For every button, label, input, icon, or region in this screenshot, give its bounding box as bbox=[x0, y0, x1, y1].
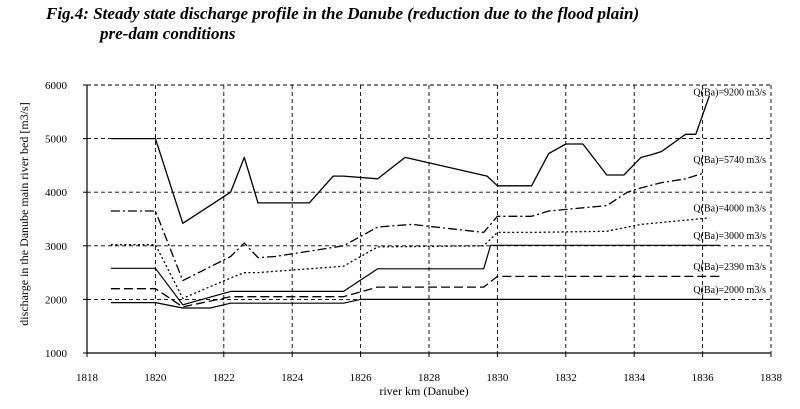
figure-title: Fig.4: Steady state discharge profile in… bbox=[46, 4, 786, 44]
series-line-2 bbox=[110, 217, 710, 299]
x-axis-label: river km (Danube) bbox=[379, 384, 468, 398]
y-tick-label: 3000 bbox=[45, 241, 68, 253]
x-tick-label: 1822 bbox=[213, 372, 235, 384]
x-tick-label: 1830 bbox=[486, 372, 509, 384]
y-tick-label: 2000 bbox=[45, 294, 68, 306]
x-tick-label: 1826 bbox=[350, 372, 373, 384]
series-label: Q(Ba)=5740 m3/s bbox=[693, 155, 766, 166]
series-label: Q(Ba)=2000 m3/s bbox=[693, 285, 766, 296]
series-label: Q(Ba)=9200 m3/s bbox=[693, 88, 766, 99]
y-tick-label: 5000 bbox=[45, 134, 68, 146]
x-tick-label: 1820 bbox=[144, 372, 167, 384]
series-label: Q(Ba)=2390 m3/s bbox=[693, 262, 766, 273]
series-line-5 bbox=[110, 298, 720, 309]
x-tick-label: 1818 bbox=[76, 372, 99, 384]
y-axis-label: discharge in the Danube main river bed [… bbox=[17, 102, 31, 325]
series-line-3 bbox=[110, 244, 720, 306]
axes bbox=[83, 84, 772, 357]
series-label: Q(Ba)=3000 m3/s bbox=[693, 231, 766, 242]
tick-and-series-labels: 1818 1820 1822 1824 1826 1828 1830 1832 1834 1836… bbox=[17, 80, 783, 398]
y-tick-label: 6000 bbox=[45, 80, 68, 92]
x-tick-label: 1838 bbox=[760, 372, 783, 384]
x-tick-label: 1832 bbox=[555, 372, 577, 384]
x-tick-label: 1834 bbox=[623, 372, 646, 384]
y-tick-label: 4000 bbox=[45, 187, 68, 199]
y-tick-label: 1000 bbox=[45, 348, 68, 360]
x-tick-label: 1836 bbox=[692, 372, 715, 384]
series-label: Q(Ba)=4000 m3/s bbox=[693, 203, 766, 214]
series-line-4 bbox=[110, 275, 720, 308]
series-lines bbox=[110, 95, 720, 309]
x-tick-label: 1828 bbox=[418, 372, 441, 384]
series-line-0 bbox=[110, 95, 711, 224]
figure-title-line-1: Fig.4: Steady state discharge profile in… bbox=[46, 4, 640, 23]
figure-title-line-2: pre-dam conditions bbox=[100, 24, 236, 43]
x-tick-label: 1824 bbox=[281, 372, 304, 384]
series-line-1 bbox=[110, 172, 703, 282]
